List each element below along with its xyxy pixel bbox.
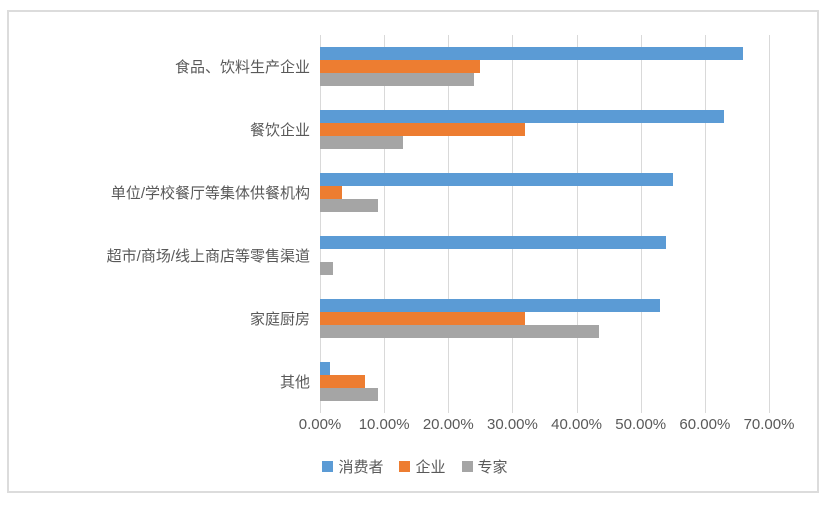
- bars-layer: [320, 35, 769, 413]
- x-axis-tick-label: 40.00%: [551, 416, 602, 433]
- category-label: 食品、饮料生产企业: [174, 59, 310, 76]
- x-axis-tick-label: 50.00%: [615, 416, 667, 433]
- x-axis-tick-label: 70.00%: [743, 416, 795, 433]
- bar-group: [320, 35, 769, 98]
- x-axis-tick-label: 60.00%: [679, 416, 731, 433]
- legend: 消费者 企业 专家: [0, 456, 830, 477]
- category-label: 单位/学校餐厅等集体供餐机构: [110, 185, 310, 202]
- x-axis-tick-label: 30.00%: [486, 416, 538, 433]
- gridline: [769, 35, 770, 413]
- bar-group: [320, 287, 769, 350]
- legend-item: 企业: [399, 456, 446, 477]
- legend-item: 消费者: [322, 456, 383, 477]
- bar-企业: [320, 60, 481, 73]
- bar-企业: [320, 186, 343, 199]
- bar-group: [320, 224, 769, 287]
- bar-消费者: [320, 110, 725, 123]
- legend-label: 专家: [477, 459, 508, 476]
- category-axis: 食品、饮料生产企业餐饮企业单位/学校餐厅等集体供餐机构 超市/商场/线上商店等零售…: [20, 35, 310, 413]
- gridline: [384, 35, 386, 413]
- gridline: [320, 35, 321, 413]
- gridline: [448, 35, 450, 413]
- category-label: 其他: [279, 374, 310, 391]
- gridline: [576, 35, 578, 413]
- bar-企业: [320, 123, 526, 136]
- legend-swatch-icon: [461, 461, 473, 472]
- bar-消费者: [320, 236, 667, 249]
- gridline: [704, 35, 706, 413]
- legend-swatch-icon: [399, 461, 411, 472]
- legend-item: 专家: [461, 456, 508, 477]
- x-axis: 0.00% 10.00% 20.00% 30.00% 40.00% 50.00% 60.00…: [299, 416, 795, 436]
- bar-专家: [320, 388, 378, 401]
- bar-企业: [320, 312, 526, 325]
- bar-专家: [320, 73, 474, 86]
- bar-企业: [320, 375, 365, 388]
- bar-消费者: [320, 173, 673, 186]
- chart-card: [7, 10, 819, 493]
- legend-label: 企业: [415, 459, 446, 476]
- gridline: [640, 35, 642, 413]
- legend-label: 消费者: [338, 459, 384, 476]
- bar-消费者: [320, 299, 660, 312]
- x-axis-tick-label: 10.00%: [358, 416, 410, 433]
- bar-专家: [320, 262, 333, 275]
- bar-消费者: [320, 362, 330, 375]
- gridline: [512, 35, 514, 413]
- bar-专家: [320, 136, 404, 149]
- bar-group: [320, 98, 769, 161]
- plot-area: [320, 35, 770, 413]
- category-label: 餐饮企业: [249, 122, 310, 139]
- bar-专家: [320, 325, 600, 338]
- category-label: 家庭厨房: [249, 311, 310, 328]
- bar-专家: [320, 199, 378, 212]
- category-label: 超市/商场/线上商店等零售渠道: [106, 248, 310, 265]
- legend-swatch-icon: [322, 461, 334, 472]
- x-axis-tick-label: 20.00%: [422, 416, 474, 433]
- bar-group: [320, 350, 769, 413]
- bar-group: [320, 161, 769, 224]
- x-axis-tick-label: 0.00%: [298, 416, 342, 433]
- bar-消费者: [320, 47, 744, 60]
